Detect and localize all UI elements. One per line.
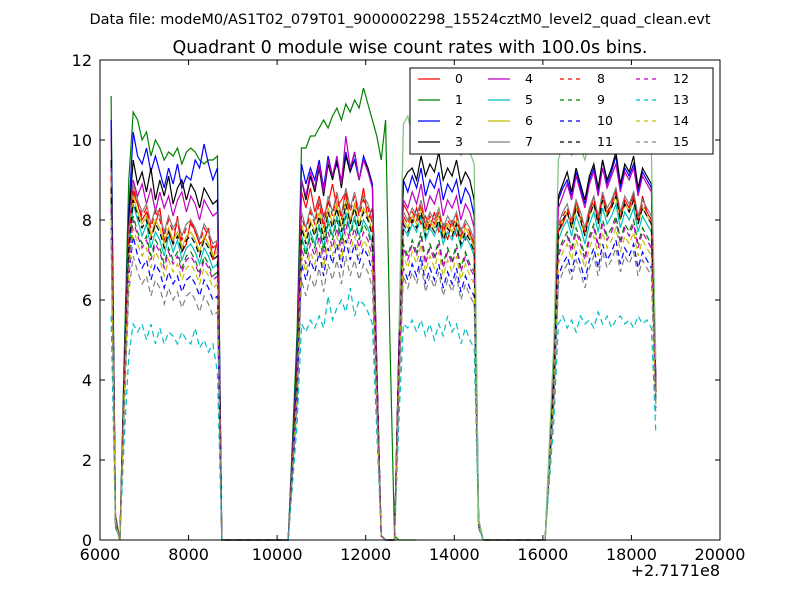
- x-tick-label: 18000: [606, 545, 657, 564]
- x-tick-label: 20000: [695, 545, 746, 564]
- y-tick-label: 6: [82, 291, 92, 310]
- legend-label-8: 8: [597, 71, 605, 86]
- x-tick-label: 6000: [80, 545, 121, 564]
- ticks-layer: 6000 8000 10000 12000 14000 16000 18000 20000 0 2…: [72, 51, 746, 564]
- legend-label-11: 11: [597, 134, 613, 149]
- legend-label-14: 14: [673, 113, 689, 128]
- y-tick-label: 8: [82, 211, 92, 230]
- y-tick-label: 10: [72, 131, 92, 150]
- x-tick-label: 10000: [252, 545, 303, 564]
- legend-label-5: 5: [525, 92, 533, 107]
- plot-frame: [99, 59, 721, 541]
- legend-label-2: 2: [455, 113, 463, 128]
- legend-label-7: 7: [525, 134, 533, 149]
- x-tick-label: 14000: [429, 545, 480, 564]
- y-tick-label: 0: [82, 531, 92, 550]
- x-tick-label: 16000: [517, 545, 568, 564]
- legend-label-9: 9: [597, 92, 605, 107]
- series-line-9: [110, 199, 657, 541]
- y-tick-label: 4: [82, 371, 92, 390]
- legend-label-12: 12: [673, 71, 689, 86]
- legend-label-4: 4: [525, 71, 533, 86]
- y-tick-label: 12: [72, 51, 92, 70]
- x-tick-label: 12000: [340, 545, 391, 564]
- legend-frame: [409, 67, 714, 155]
- suptitle: Data file: modeM0/AS1T02_079T01_90000022…: [89, 12, 710, 28]
- legend-label-3: 3: [455, 134, 463, 149]
- y-tick-label: 2: [82, 451, 92, 470]
- legend-label-13: 13: [673, 92, 689, 107]
- legend-label-6: 6: [525, 113, 533, 128]
- series-line-8: [110, 175, 657, 541]
- legend-label-10: 10: [597, 113, 613, 128]
- chart-title: Quadrant 0 module wise count rates with …: [173, 38, 648, 58]
- legend-label-1: 1: [455, 92, 463, 107]
- x-offset-label: +2.7171e8: [631, 561, 720, 580]
- legend-label-0: 0: [455, 71, 463, 86]
- legend-label-15: 15: [673, 134, 689, 149]
- x-tick-label: 8000: [168, 545, 209, 564]
